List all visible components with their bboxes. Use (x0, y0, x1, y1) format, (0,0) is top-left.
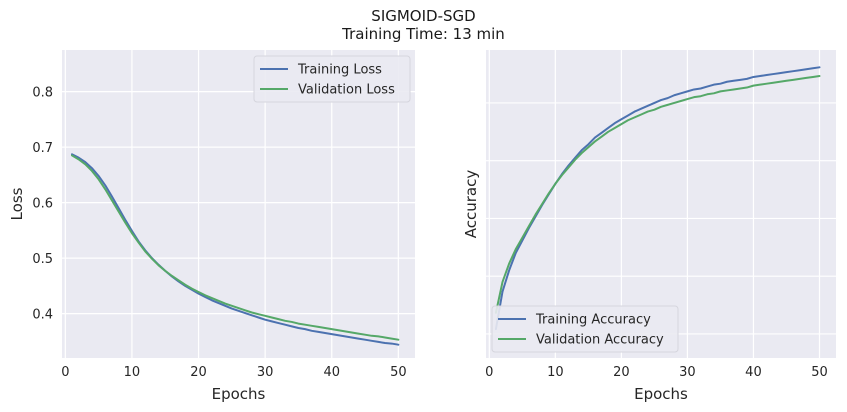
legend-label: Training Loss (297, 63, 382, 78)
x-tick-label: 0 (61, 365, 69, 380)
y-tick-label: 0.6 (32, 197, 53, 212)
x-tick-label: 20 (613, 365, 630, 380)
legend-box (253, 55, 411, 103)
y-tick-label: 0.5 (32, 252, 53, 267)
figure-subtitle: Training Time: 13 min (342, 25, 505, 43)
y-tick-label: 0.8 (32, 86, 53, 101)
y-tick-label: 0.4 (32, 308, 53, 323)
legend: Training Accuracy Validation Accuracy (491, 305, 679, 353)
legend-label: Validation Accuracy (536, 333, 664, 348)
chart-panel-2: 0 10 20 30 40 50 Epochs Accuracy Training Accura… (462, 50, 836, 403)
series-line-validation-accuracy (494, 74, 821, 314)
legend: Training Loss Validation Loss (253, 55, 411, 103)
x-tick-label: 30 (679, 365, 696, 380)
x-tick-label: 30 (257, 365, 274, 380)
x-axis-label: Epochs (212, 385, 266, 403)
x-tick-label: 40 (323, 365, 340, 380)
legend-label: Validation Loss (298, 83, 395, 98)
x-tick-label: 50 (811, 365, 828, 380)
y-axis-label: Loss (8, 187, 26, 220)
chart-panel-1: 0 10 20 30 40 50 0.4 0.5 0.6 0.7 0.8 Epochs Loss Trai… (8, 50, 415, 403)
series-line-validation-loss (70, 154, 400, 341)
x-axis-label: Epochs (634, 385, 688, 403)
legend-label: Training Accuracy (535, 313, 651, 328)
x-tick-label: 20 (190, 365, 207, 380)
y-tick-label: 0.7 (32, 141, 53, 156)
x-tick-label: 10 (124, 365, 141, 380)
legend-box (491, 305, 679, 353)
x-tick-label: 50 (390, 365, 407, 380)
x-tick-label: 40 (745, 365, 762, 380)
figure-title: SIGMOID-SGD (371, 7, 476, 25)
x-tick-label: 10 (547, 365, 564, 380)
y-axis-label: Accuracy (462, 170, 480, 239)
x-tick-label: 0 (485, 365, 493, 380)
series-line-training-loss (70, 153, 400, 346)
